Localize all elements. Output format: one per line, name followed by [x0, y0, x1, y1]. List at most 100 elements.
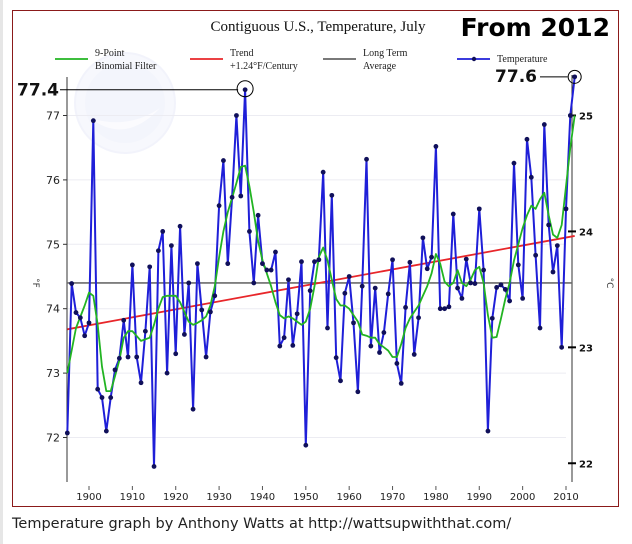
temperature-point — [125, 354, 131, 360]
temperature-point — [559, 344, 565, 350]
temperature-point — [251, 280, 257, 286]
temperature-point — [212, 293, 218, 299]
temperature-point — [515, 262, 521, 268]
temperature-point — [164, 370, 170, 376]
temperature-point — [129, 262, 135, 268]
temperature-point — [567, 113, 573, 118]
temperature-point — [221, 158, 226, 163]
temperature-point — [294, 311, 300, 317]
legend-label: +1.24°F/Century — [230, 61, 298, 72]
annotation-label-1936: 77.4 — [17, 81, 59, 101]
temperature-point — [403, 305, 408, 310]
temperature-point — [329, 192, 335, 198]
temperature-point — [528, 174, 534, 180]
temperature-point — [485, 428, 491, 434]
legend-item: Temperature — [457, 54, 548, 65]
temperature-point — [459, 295, 465, 301]
temperature-point — [199, 307, 205, 313]
temperature-point — [381, 330, 387, 335]
annotation-label-2012: 77.6 — [495, 67, 537, 87]
temperature-line — [66, 76, 576, 468]
temperature-point — [242, 87, 248, 93]
temperature-point — [216, 203, 222, 209]
temperature-point — [359, 283, 365, 289]
temperature-point — [520, 295, 526, 301]
y-axis-label-fahrenheit: °F — [30, 278, 40, 288]
x-tick-label: 1940 — [250, 492, 275, 503]
legend: 9-Point Binomial Filter Trend +1.24°F/Centu… — [55, 48, 548, 72]
temperature-point — [511, 160, 517, 166]
temperature-point — [450, 211, 456, 217]
temperature-point — [537, 325, 543, 331]
temperature-point — [507, 298, 513, 304]
temperature-point — [173, 351, 179, 357]
x-tick-label: 1970 — [380, 492, 405, 503]
legend-item: Long Term Average — [323, 48, 408, 72]
temperature-point — [442, 306, 447, 312]
temperature-point — [238, 193, 244, 199]
temperature-point — [277, 343, 283, 349]
temperature-point — [121, 317, 127, 323]
temperature-point — [286, 277, 291, 283]
temperature-point — [342, 290, 348, 296]
temperature-point — [299, 259, 304, 265]
temperature-point — [563, 206, 569, 212]
temperature-point — [290, 343, 296, 348]
temperature-point — [82, 333, 88, 339]
temperature-point — [73, 310, 79, 315]
temperature-point — [533, 252, 539, 258]
temperature-point — [264, 267, 270, 273]
chart-title: Contiguous U.S., Temperature, July — [211, 19, 426, 35]
temperature-point — [147, 264, 153, 270]
temperature-point — [394, 361, 400, 366]
temperature-point — [229, 194, 235, 200]
temperature-point — [281, 335, 287, 341]
y-tick-label-right: 23 — [579, 343, 593, 354]
temperature-point — [433, 144, 439, 149]
temperature-point — [390, 257, 395, 263]
x-tick-label: 2010 — [553, 492, 578, 503]
annotation-circle — [567, 69, 582, 84]
temperature-point — [90, 118, 96, 124]
temperature-point — [416, 315, 421, 321]
temperature-point — [476, 206, 482, 212]
temperature-point — [255, 212, 261, 218]
temperature-point — [494, 285, 500, 290]
y-tick-label-right: 24 — [579, 227, 593, 238]
temperature-point — [489, 315, 495, 321]
temperature-point — [195, 261, 200, 267]
temperature-point — [424, 266, 430, 272]
temperature-point — [307, 288, 313, 294]
temperature-point — [411, 352, 417, 357]
overlay-title-from-2012: From 2012 — [461, 13, 610, 42]
y-tick-label-left: 75 — [46, 238, 60, 251]
page-left-edge — [0, 0, 3, 544]
legend-label: 9-Point — [95, 48, 125, 59]
x-tick-label: 2000 — [510, 492, 535, 503]
temperature-point — [351, 320, 356, 326]
temperature-point — [203, 354, 209, 360]
temperature-point — [99, 395, 105, 400]
temperature-point — [541, 122, 547, 127]
temperature-point — [247, 229, 252, 234]
temperature-point — [377, 350, 382, 355]
temperature-point — [364, 156, 369, 162]
y-axis-label-celsius: °C — [604, 278, 614, 289]
y-tick-label-left: 74 — [46, 303, 60, 316]
temperature-point — [368, 343, 374, 349]
temperature-point — [420, 235, 426, 241]
temperature-point — [498, 282, 504, 288]
series-layer — [64, 74, 578, 469]
legend-label: Binomial Filter — [95, 61, 157, 72]
binomial-filter-line — [66, 115, 576, 393]
temperature-point — [502, 286, 508, 292]
legend-item: Trend +1.24°F/Century — [190, 48, 298, 72]
annotation-circle — [236, 80, 254, 98]
temperature-point — [481, 267, 487, 273]
y-tick-label-left: 76 — [46, 174, 60, 187]
chart-frame — [12, 10, 619, 507]
legend-marker — [471, 56, 477, 62]
annotations: 77.4 77.6 — [17, 67, 582, 101]
noaa-watermark-logo — [74, 52, 176, 154]
